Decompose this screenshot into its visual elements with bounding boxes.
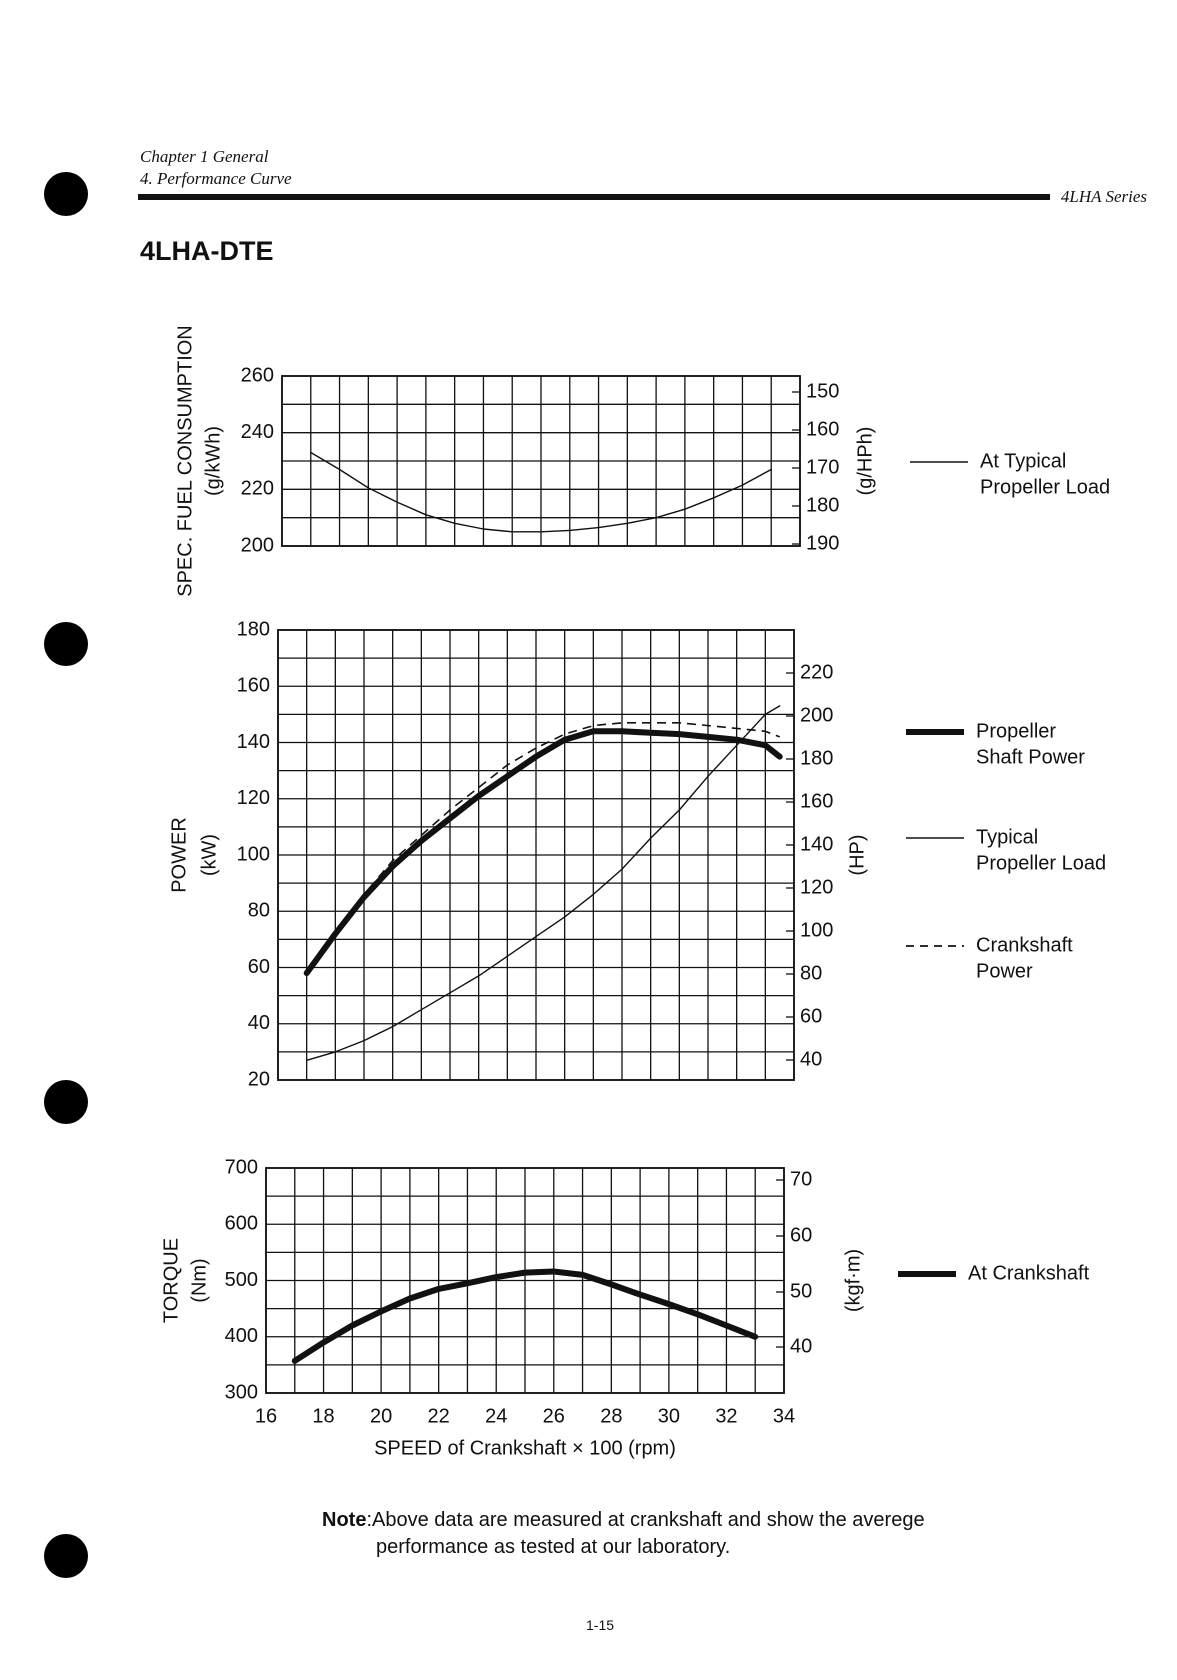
y2-tick-label: 50 [790,1280,812,1302]
y2-tick-label: 170 [806,456,839,478]
x-tick-label: 20 [370,1405,392,1427]
series-line-at-typical-propeller-load [310,451,772,533]
y-tick-label: 140 [237,731,270,753]
y2-tick-label: 160 [800,790,833,812]
x-tick-label: 28 [600,1405,622,1427]
y2-axis-unit: (kgf·m) [842,1249,864,1312]
y2-tick-label: 220 [800,661,833,683]
y-tick-label: 160 [237,675,270,697]
x-axis-label: SPEED of Crankshaft × 100 (rpm) [374,1437,676,1459]
y-tick-label: 20 [248,1068,270,1090]
footnote: Note:Above data are measured at cranksha… [322,1507,925,1561]
y-tick-label: 200 [241,534,274,556]
y-axis-unit: (g/kWh) [202,426,224,496]
legend-crankshaft-power-text: Crankshaft [976,934,1073,956]
legend-crankshaft-power-text: Power [976,960,1033,982]
y-tick-label: 260 [241,364,274,386]
legend-propeller-shaft-power-text: Shaft Power [976,746,1085,768]
y-axis-label: TORQUE [160,1238,182,1323]
y2-tick-label: 60 [790,1224,812,1246]
y2-tick-label: 40 [800,1048,822,1070]
series-label: 4LHA Series [1060,187,1147,206]
note-line-2: performance as tested at our laboratory. [376,1536,731,1558]
legend-propeller-shaft-power-text: Propeller [976,720,1056,742]
x-tick-label: 26 [543,1405,565,1427]
y2-tick-label: 120 [800,876,833,898]
legend-typical-propeller-load-text: Typical [976,826,1038,848]
header-rule [138,194,1050,200]
series-line-typical-propeller-load [306,705,781,1062]
y2-axis-unit: (HP) [846,834,868,875]
y-tick-label: 80 [248,900,270,922]
y-tick-label: 400 [225,1325,258,1347]
y-tick-label: 40 [248,1012,270,1034]
y2-tick-label: 160 [806,418,839,440]
y-tick-label: 700 [225,1156,258,1178]
x-tick-label: 32 [715,1405,737,1427]
plot-frame [281,375,801,547]
y-tick-label: 180 [237,618,270,640]
series-line-at-crankshaft [291,1268,759,1364]
legend-typical-propeller-load-sfc-text: Propeller Load [980,476,1110,498]
y-tick-label: 220 [241,478,274,500]
y-tick-label: 300 [225,1381,258,1403]
page-number: 1-15 [586,1617,615,1633]
x-tick-label: 18 [312,1405,334,1427]
y2-axis-unit: (g/HPh) [854,427,876,496]
note-line-1: :Above data are measured at crankshaft a… [366,1509,925,1531]
series-line-crankshaft-power [306,721,780,974]
binder-hole [44,172,88,216]
y2-tick-label: 140 [800,833,833,855]
x-tick-label: 30 [658,1405,680,1427]
series-line-propeller-shaft-power [303,728,783,977]
y-tick-label: 60 [248,956,270,978]
chapter-title: Chapter 1 General [140,147,269,166]
y2-tick-label: 70 [790,1168,812,1190]
y-tick-label: 240 [241,421,274,443]
chapter-heading: Chapter 1 General 4. Performance Curve [140,146,292,190]
y-axis-label: SPEC. FUEL CONSUMPTION [174,325,196,597]
y2-tick-label: 40 [790,1335,812,1357]
y2-tick-label: 190 [806,532,839,554]
y-tick-label: 100 [237,843,270,865]
legend-typical-propeller-load-text: Propeller Load [976,852,1106,874]
note-label: Note [322,1509,367,1531]
y2-tick-label: 180 [800,747,833,769]
y-tick-label: 120 [237,787,270,809]
plot-frame [265,1167,785,1394]
y2-tick-label: 200 [800,704,833,726]
y2-tick-label: 100 [800,919,833,941]
x-tick-label: 24 [485,1405,507,1427]
y2-tick-label: 80 [800,962,822,984]
x-tick-label: 16 [255,1405,277,1427]
binder-hole [44,1534,88,1578]
x-tick-label: 34 [773,1405,795,1427]
model-title: 4LHA-DTE [140,236,274,266]
binder-hole [44,1080,88,1124]
legend-typical-propeller-load-sfc-text: At Typical [980,450,1066,472]
y-axis-label: POWER [168,817,190,893]
plot-frame [277,629,795,1081]
y-axis-unit: (Nm) [188,1258,210,1302]
y2-tick-label: 150 [806,380,839,402]
legend-at-crankshaft-text: At Crankshaft [968,1262,1090,1284]
y-tick-label: 500 [225,1269,258,1291]
section-title: 4. Performance Curve [140,169,292,188]
y2-tick-label: 60 [800,1005,822,1027]
y-tick-label: 600 [225,1213,258,1235]
x-tick-label: 22 [428,1405,450,1427]
y-axis-unit: (kW) [198,834,220,876]
y2-tick-label: 180 [806,494,839,516]
binder-hole [44,622,88,666]
